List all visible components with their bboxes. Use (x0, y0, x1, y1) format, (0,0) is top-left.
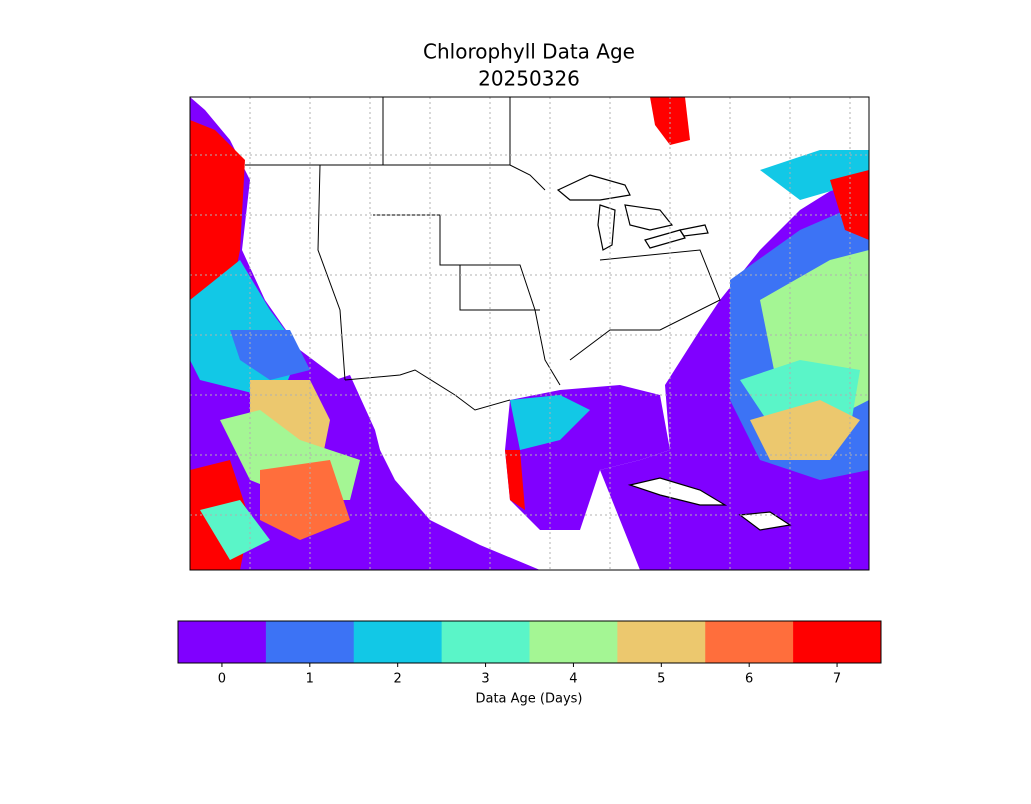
colorbar-swatch (178, 621, 267, 663)
subtitle: 20250326 (478, 67, 580, 91)
colorbar-swatch (441, 621, 530, 663)
colorbar-tick-label: 5 (657, 672, 665, 687)
colorbar-swatch (353, 621, 443, 663)
title: Chlorophyll Data Age (423, 40, 635, 64)
colorbar-label: Data Age (Days) (475, 692, 582, 707)
colorbar-tick-label: 0 (218, 672, 226, 687)
colorbar-tick-label: 7 (833, 672, 841, 687)
colorbar-tick-label: 4 (569, 672, 577, 687)
map (189, 96, 870, 571)
colorbar-swatch (265, 621, 355, 663)
colorbar-tick-label: 2 (394, 672, 402, 687)
colorbar-frame (177, 620, 882, 664)
colorbar-tick-label: 3 (481, 672, 489, 687)
colorbar-tick-label: 1 (306, 672, 314, 687)
colorbar-swatch (793, 621, 882, 663)
colorbar-swatch (617, 621, 706, 663)
colorbar: 0 1 2 3 4 5 6 7 (177, 620, 882, 687)
colorbar-swatch (529, 621, 618, 663)
colorbar-tick-label: 6 (745, 672, 753, 687)
colorbar-swatch (705, 621, 794, 663)
